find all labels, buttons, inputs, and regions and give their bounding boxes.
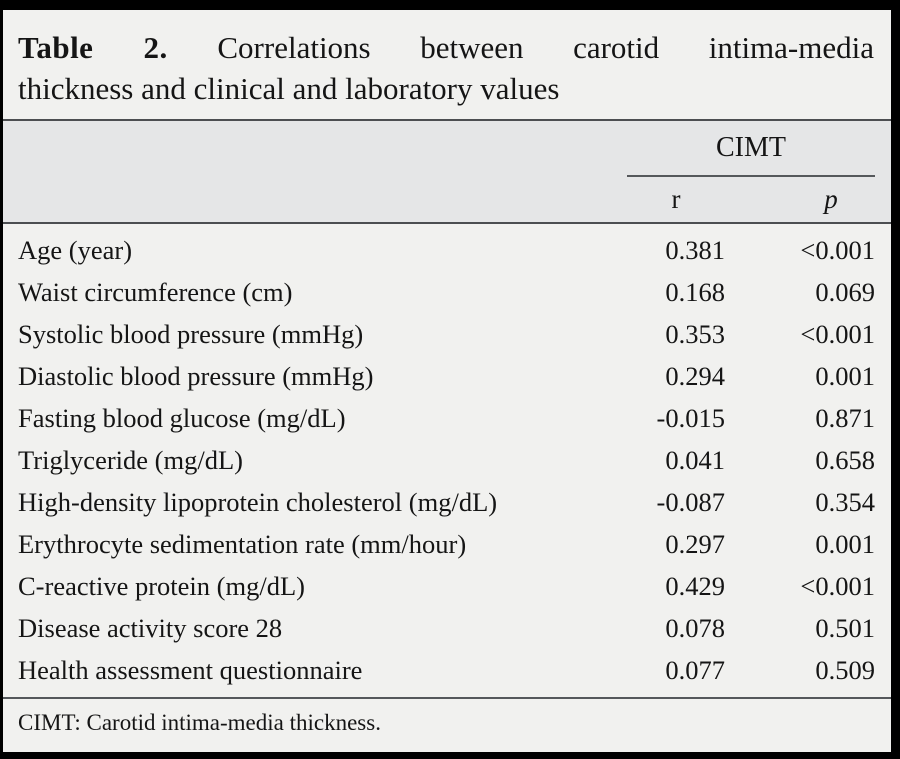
table-title-line2: thickness and clinical and laboratory va… xyxy=(18,71,560,106)
row-p-value: 0.658 xyxy=(815,445,875,475)
table-row: Fasting blood glucose (mg/dL) -0.015 0.8… xyxy=(18,397,875,439)
footnote: CIMT: Carotid intima-media thickness. xyxy=(18,710,381,735)
row-label: Erythrocyte sedimentation rate (mm/hour) xyxy=(18,529,467,559)
row-r-value: -0.015 xyxy=(656,403,725,433)
row-label: Triglyceride (mg/dL) xyxy=(18,445,243,475)
row-r-value: 0.297 xyxy=(665,529,725,559)
row-p-value: 0.069 xyxy=(815,277,875,307)
group-header-row: CIMT xyxy=(18,131,875,177)
row-p-value: 0.354 xyxy=(815,487,875,517)
row-r-value: 0.077 xyxy=(665,655,725,685)
row-label: Diastolic blood pressure (mmHg) xyxy=(18,361,374,391)
row-label: Disease activity score 28 xyxy=(18,613,283,643)
row-r-value: 0.078 xyxy=(665,613,725,643)
row-r-value: -0.087 xyxy=(656,487,725,517)
table-number-label: Table 2. xyxy=(18,30,168,65)
table-row: Erythrocyte sedimentation rate (mm/hour)… xyxy=(18,523,875,565)
divider-below-header xyxy=(3,222,891,224)
group-header-cimt: CIMT xyxy=(627,131,875,177)
row-p-value: 0.509 xyxy=(815,655,875,685)
table-title: Table 2. Correlations between carotid in… xyxy=(3,10,891,119)
row-label: Systolic blood pressure (mmHg) xyxy=(18,319,364,349)
row-label: Waist circumference (cm) xyxy=(18,277,293,307)
table-row: Diastolic blood pressure (mmHg) 0.294 0.… xyxy=(18,355,875,397)
divider-above-footnote xyxy=(3,697,891,699)
row-p-value: 0.001 xyxy=(815,361,875,391)
row-p-value: 0.001 xyxy=(815,529,875,559)
row-r-value: 0.294 xyxy=(665,361,725,391)
table-row: High-density lipoprotein cholesterol (mg… xyxy=(18,481,875,523)
column-header-p: p xyxy=(824,184,838,214)
row-r-value: 0.168 xyxy=(665,277,725,307)
row-label: High-density lipoprotein cholesterol (mg… xyxy=(18,487,498,517)
table-row: Waist circumference (cm) 0.168 0.069 xyxy=(18,271,875,313)
row-p-value: <0.001 xyxy=(800,571,875,601)
table-row: Health assessment questionnaire 0.077 0.… xyxy=(18,649,875,691)
table-title-line1-text: Correlations between carotid intima-medi… xyxy=(217,30,874,65)
row-p-value: 0.871 xyxy=(815,403,875,433)
row-label: Fasting blood glucose (mg/dL) xyxy=(18,403,346,433)
table-row: C-reactive protein (mg/dL) 0.429 <0.001 xyxy=(18,565,875,607)
row-r-value: 0.041 xyxy=(665,445,725,475)
column-header-band: CIMT r p xyxy=(3,121,891,222)
column-header-row: r p xyxy=(18,177,875,222)
row-r-value: 0.429 xyxy=(665,571,725,601)
table-title-line1: Table 2. Correlations between carotid in… xyxy=(18,27,874,68)
row-r-value: 0.353 xyxy=(665,319,725,349)
row-label: Age (year) xyxy=(18,235,133,265)
column-header-r: r xyxy=(671,184,681,214)
row-p-value: <0.001 xyxy=(800,319,875,349)
table-row: Age (year) 0.381 <0.001 xyxy=(18,229,875,271)
row-r-value: 0.381 xyxy=(665,235,725,265)
row-label: Health assessment questionnaire xyxy=(18,655,363,685)
table-row: Systolic blood pressure (mmHg) 0.353 <0.… xyxy=(18,313,875,355)
table-row: Disease activity score 28 0.078 0.501 xyxy=(18,607,875,649)
row-p-value: <0.001 xyxy=(800,235,875,265)
table-body: Age (year) 0.381 <0.001 Waist circumfere… xyxy=(3,224,891,697)
table-row: Triglyceride (mg/dL) 0.041 0.658 xyxy=(18,439,875,481)
divider-below-title xyxy=(3,119,891,121)
row-p-value: 0.501 xyxy=(815,613,875,643)
row-label: C-reactive protein (mg/dL) xyxy=(18,571,305,601)
